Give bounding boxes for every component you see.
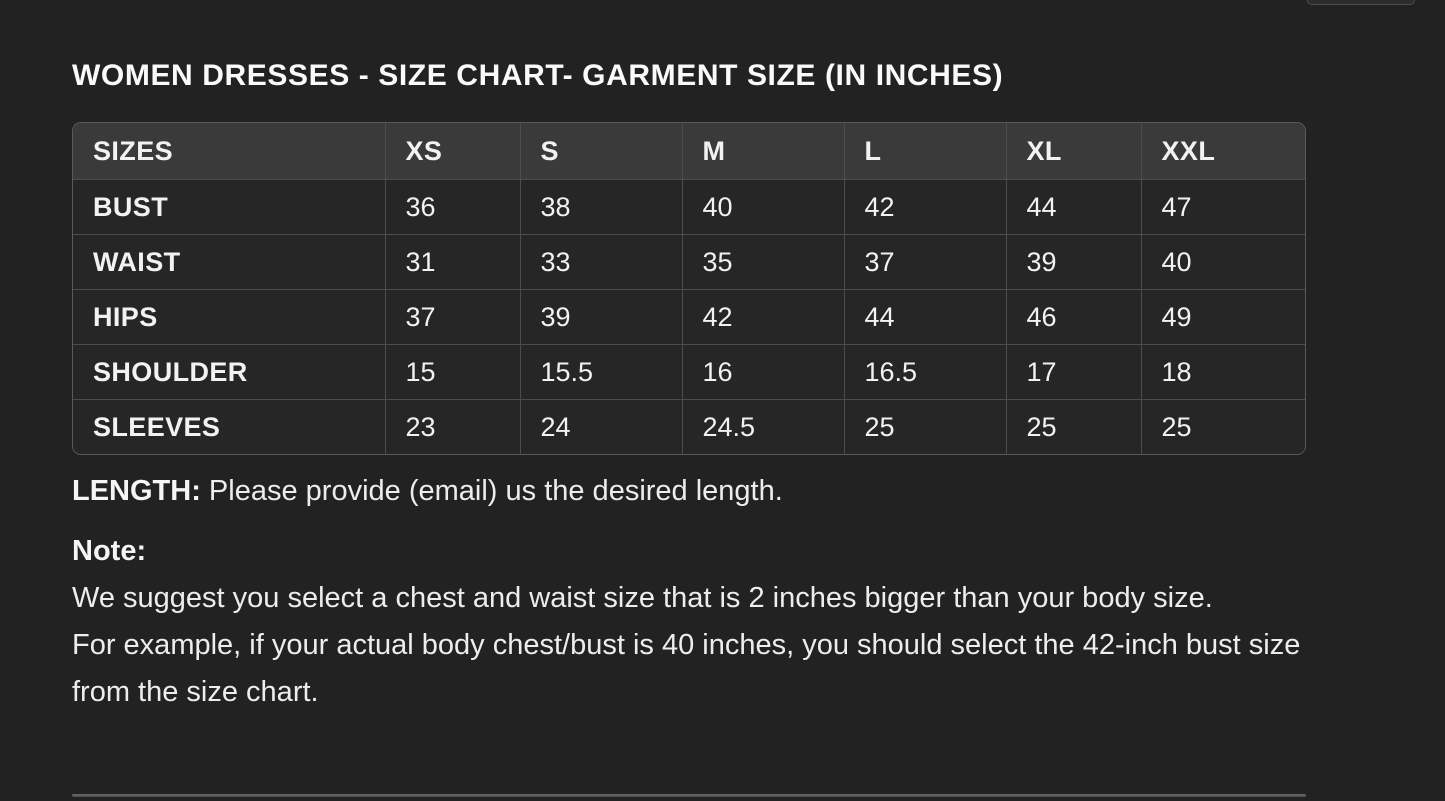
cell-bust-xl: 44 [1005, 179, 1142, 235]
length-label: LENGTH: [72, 475, 201, 507]
note-label: Note: [72, 535, 147, 567]
cell-shoulder-l: 16.5 [843, 344, 1007, 400]
cell-waist-l: 37 [843, 234, 1007, 290]
page-title: WOMEN DRESSES - SIZE CHART- GARMENT SIZE… [72, 59, 1004, 92]
cell-hips-s: 39 [519, 289, 683, 345]
column-header-l: L [843, 123, 1007, 180]
cell-waist-xxl: 40 [1140, 234, 1305, 290]
cell-sleeves-m: 24.5 [681, 399, 845, 454]
row-label-waist: WAIST [73, 234, 386, 290]
table-row-shoulder: SHOULDER 15 15.5 16 16.5 17 18 [73, 344, 1305, 400]
top-right-partial-element [1307, 0, 1415, 5]
cell-shoulder-xxl: 18 [1140, 344, 1305, 400]
cell-bust-l: 42 [843, 179, 1007, 235]
cell-shoulder-xs: 15 [384, 344, 521, 400]
table-row-hips: HIPS 37 39 42 44 46 49 [73, 289, 1305, 345]
cell-bust-s: 38 [519, 179, 683, 235]
cell-waist-s: 33 [519, 234, 683, 290]
note-line-2: For example, if your actual body chest/b… [72, 629, 1301, 708]
cell-shoulder-xl: 17 [1005, 344, 1142, 400]
size-chart-table-container: SIZES XS S M L XL XXL BUST 36 38 40 42 4… [72, 122, 1306, 455]
cell-waist-xl: 39 [1005, 234, 1142, 290]
cell-bust-m: 40 [681, 179, 845, 235]
note-section: Note: We suggest you select a chest and … [72, 528, 1306, 716]
column-header-sizes: SIZES [73, 123, 386, 180]
cell-sleeves-xxl: 25 [1140, 399, 1305, 454]
cell-hips-xxl: 49 [1140, 289, 1305, 345]
cell-hips-xs: 37 [384, 289, 521, 345]
table-row-bust: BUST 36 38 40 42 44 47 [73, 179, 1305, 235]
cell-shoulder-m: 16 [681, 344, 845, 400]
column-header-xl: XL [1005, 123, 1142, 180]
row-label-shoulder: SHOULDER [73, 344, 386, 400]
bottom-divider [72, 794, 1306, 797]
cell-waist-xs: 31 [384, 234, 521, 290]
cell-sleeves-xs: 23 [384, 399, 521, 454]
column-header-xs: XS [384, 123, 521, 180]
cell-bust-xxl: 47 [1140, 179, 1305, 235]
column-header-m: M [681, 123, 845, 180]
length-text: Please provide (email) us the desired le… [200, 475, 783, 507]
header-row: SIZES XS S M L XL XXL [73, 123, 1305, 180]
length-instruction: LENGTH: Please provide (email) us the de… [72, 468, 1306, 515]
cell-shoulder-s: 15.5 [519, 344, 683, 400]
content-area: WOMEN DRESSES - SIZE CHART- GARMENT SIZE… [72, 0, 1306, 716]
row-label-sleeves: SLEEVES [73, 399, 386, 454]
cell-sleeves-s: 24 [519, 399, 683, 454]
table-row-waist: WAIST 31 33 35 37 39 40 [73, 234, 1305, 290]
table-row-sleeves: SLEEVES 23 24 24.5 25 25 25 [73, 399, 1305, 454]
column-header-xxl: XXL [1140, 123, 1305, 180]
cell-waist-m: 35 [681, 234, 845, 290]
cell-hips-xl: 46 [1005, 289, 1142, 345]
cell-hips-m: 42 [681, 289, 845, 345]
cell-hips-l: 44 [843, 289, 1007, 345]
row-label-hips: HIPS [73, 289, 386, 345]
size-chart-table: SIZES XS S M L XL XXL BUST 36 38 40 42 4… [73, 123, 1305, 454]
note-line-1: We suggest you select a chest and waist … [72, 582, 1213, 614]
row-label-bust: BUST [73, 179, 386, 235]
cell-bust-xs: 36 [384, 179, 521, 235]
column-header-s: S [519, 123, 683, 180]
cell-sleeves-l: 25 [843, 399, 1007, 454]
cell-sleeves-xl: 25 [1005, 399, 1142, 454]
